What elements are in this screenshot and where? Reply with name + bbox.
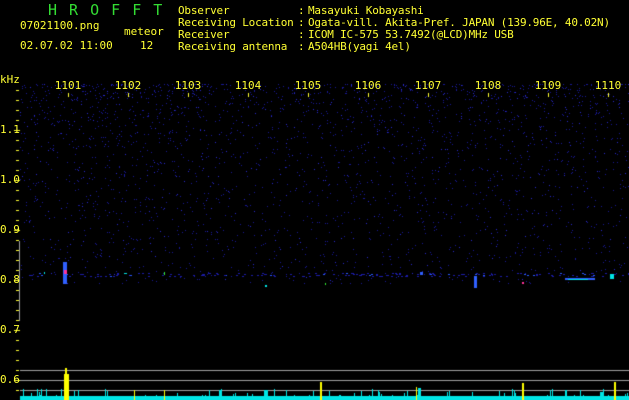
app-title: H R O F F T [48,1,164,19]
x-tick-label: 1106 [354,79,382,92]
info-label-observer: Observer [178,4,230,17]
meteor-count: 12 [140,39,154,52]
x-tick-label: 1101 [54,79,82,92]
y-tick-label: 0.8 [0,273,20,286]
x-tick-label: 1102 [114,79,142,92]
info-value-location: Ogata-vill. Akita-Pref. JAPAN (139.96E, … [308,16,610,29]
info-sep: : [298,40,305,53]
info-value-receiver: ICOM IC-575 53.7492(@LCD)MHz USB [308,28,514,41]
info-value-observer: Masayuki Kobayashi [308,4,424,17]
x-tick-label: 1105 [294,79,322,92]
datetime: 02.07.02 11:00 [20,39,113,52]
meteor-label: meteor [124,25,164,38]
info-value-antenna: A504HB(yagi 4el) [308,40,411,53]
file-name: 07021100.png [20,19,100,32]
info-label-receiver: Receiver [178,28,230,41]
info-sep: : [298,28,305,41]
y-tick-label: 1.0 [0,173,20,186]
x-tick-label: 1108 [474,79,502,92]
y-unit-label: kHz [0,73,20,86]
x-tick-label: 1109 [534,79,562,92]
info-label-antenna: Receiving antenna [178,40,288,53]
y-tick-label: 0.6 [0,373,20,386]
info-sep: : [298,16,305,29]
x-tick-label: 1104 [234,79,262,92]
y-tick-label: 1.1 [0,123,20,136]
info-sep: : [298,4,305,17]
y-tick-label: 0.7 [0,323,20,336]
x-tick-label: 1107 [414,79,442,92]
info-label-location: Receiving Location [178,16,294,29]
x-tick-label: 1103 [174,79,202,92]
y-tick-label: 0.9 [0,223,20,236]
x-tick-label: 1110 [594,79,622,92]
